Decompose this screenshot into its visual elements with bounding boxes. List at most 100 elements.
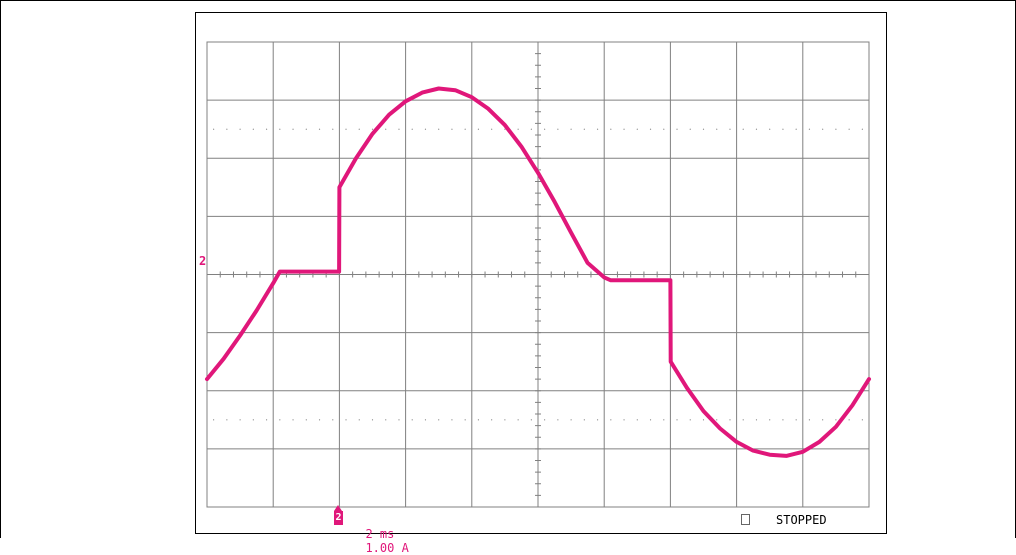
graticule-dot (265, 128, 268, 130)
graticule-dot (729, 128, 731, 130)
plot-area (205, 41, 871, 508)
trigger-channel-marker: 2 (334, 511, 343, 525)
graticule-dot (663, 128, 665, 130)
graticule-dot (649, 419, 652, 421)
oscilloscope-screen (195, 12, 887, 534)
graticule-dot (544, 128, 546, 130)
current-waveform-trace (205, 86, 871, 458)
graticule-dot (332, 128, 334, 130)
graticule-dot (252, 419, 254, 421)
graticule-dot (610, 419, 612, 421)
graticule-dot (676, 128, 678, 130)
graticule-dot (279, 419, 281, 421)
graticule-dot (782, 128, 784, 130)
graticule-dot (239, 128, 241, 130)
graticule-dot (861, 419, 863, 421)
graticule-dot (583, 128, 585, 130)
graticule-dot (689, 128, 691, 130)
graticule-dot (663, 419, 665, 421)
graticule-dot (570, 419, 572, 421)
graticule-dot (279, 128, 281, 130)
graticule-dot (623, 128, 625, 130)
graticule-dot (782, 419, 784, 421)
graticule-dot (318, 419, 321, 421)
graticule-dot (676, 419, 678, 421)
graticule-dot (557, 419, 559, 421)
graticule-dot (808, 419, 811, 421)
graticule-dot (517, 419, 519, 421)
graticule-dot (742, 419, 744, 421)
graticule-dot (583, 419, 585, 421)
scale-value: 1.00 A (365, 541, 409, 555)
graticule-dot (742, 128, 744, 130)
graticule-dot (292, 128, 294, 130)
graticule-dot (305, 128, 307, 130)
graticule-dot (265, 419, 268, 421)
graticule-dot (702, 128, 705, 130)
acquisition-status: STOPPED (741, 513, 827, 527)
graticule-dot (398, 419, 400, 421)
graticule-dot (305, 419, 307, 421)
graticule-dot (438, 419, 440, 421)
graticule-dot (477, 419, 480, 421)
graticule-dot (504, 419, 506, 421)
graticule-dot (371, 128, 374, 130)
graticule-dot (544, 419, 546, 421)
graticule-dot (848, 128, 850, 130)
graticule-dot (769, 128, 771, 130)
graticule-dot (424, 419, 427, 421)
status-indicator-icon (741, 514, 750, 525)
graticule-dot (358, 419, 360, 421)
graticule-dot (557, 128, 559, 130)
graticule-dot (292, 419, 294, 421)
graticule-dot (808, 128, 811, 130)
graticule-dot (822, 128, 824, 130)
graticule-dot (689, 419, 691, 421)
graticule-dot (477, 128, 480, 130)
graticule-dot (755, 419, 758, 421)
graticule-dot (702, 419, 705, 421)
graticule-dot (424, 128, 427, 130)
graticule-dot (358, 128, 360, 130)
graticule-dot (345, 419, 347, 421)
graticule-dot (464, 419, 466, 421)
graticule-dot (451, 128, 453, 130)
graticule-dot (491, 419, 493, 421)
graticule-dot (636, 419, 638, 421)
status-text: STOPPED (776, 513, 827, 527)
graticule-dot (318, 128, 321, 130)
graticule-dot (755, 128, 758, 130)
graticule-dot (385, 419, 387, 421)
graticule-dot (398, 128, 400, 130)
graticule-dot (716, 419, 718, 421)
graticule-dot (385, 128, 387, 130)
graticule-dot (835, 128, 837, 130)
channel-2-ground-marker: 2 (199, 254, 207, 268)
graticule-dot (226, 419, 228, 421)
graticule-dot (848, 419, 850, 421)
graticule-dot (213, 419, 215, 421)
graticule-dot (438, 128, 440, 130)
graticule-dot (530, 419, 532, 421)
trigger-arrow-icon (334, 505, 342, 511)
graticule-dot (835, 419, 837, 421)
graticule-dot (530, 128, 532, 130)
graticule-dot (649, 128, 652, 130)
graticule-dot (596, 128, 599, 130)
graticule-dot (239, 419, 241, 421)
graticule-dot (371, 419, 374, 421)
timebase-value: 2 ms (365, 527, 395, 541)
graticule-dot (252, 128, 254, 130)
graticule-dot (345, 128, 347, 130)
graticule-dot (504, 128, 506, 130)
graticule-dot (729, 419, 731, 421)
graticule-dot (570, 128, 572, 130)
graticule-dot (716, 128, 718, 130)
graticule-dot (795, 128, 797, 130)
graticule-dot (451, 419, 453, 421)
graticule-dot (596, 419, 599, 421)
graticule-dot (861, 128, 863, 130)
graticule-dot (769, 419, 771, 421)
graticule-dot (795, 419, 797, 421)
graticule-dot (213, 128, 215, 130)
